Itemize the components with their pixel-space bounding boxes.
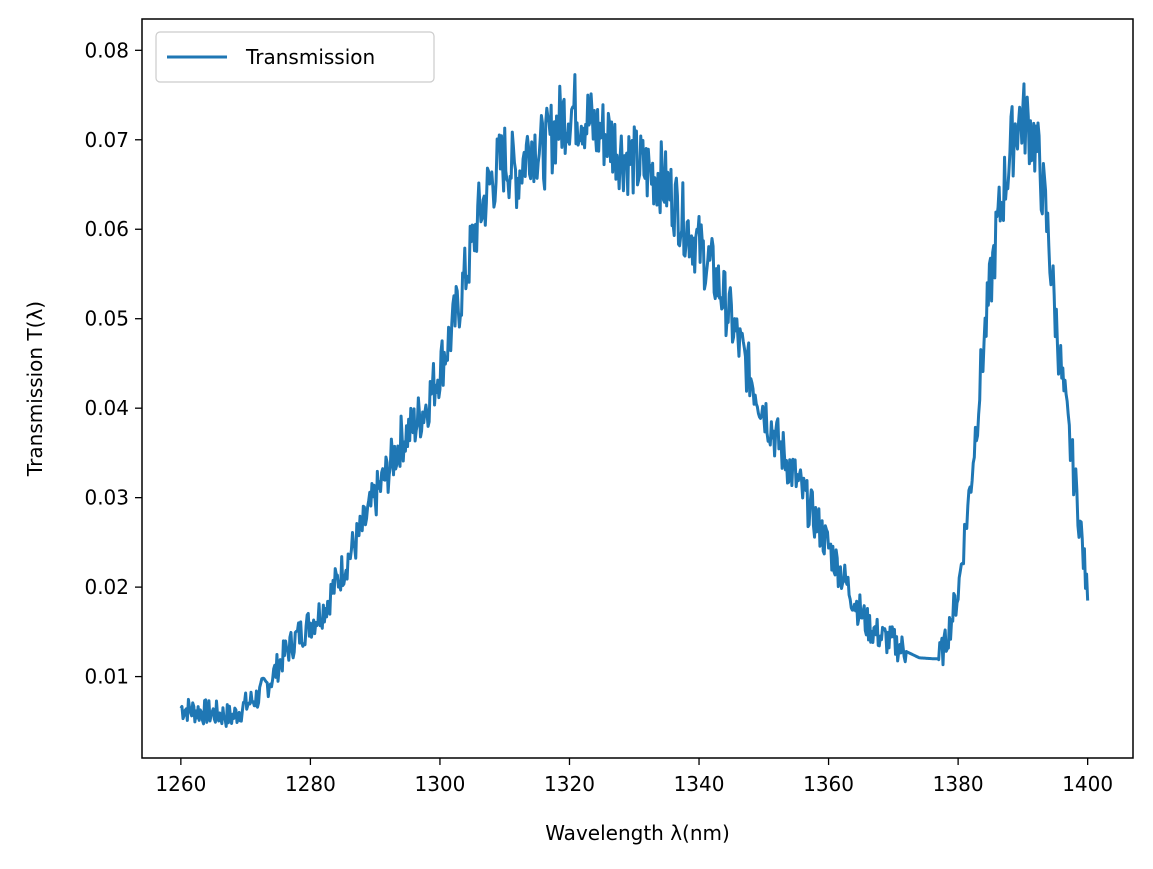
y-tick-label: 0.06 xyxy=(84,217,129,241)
legend: Transmission xyxy=(155,31,435,83)
x-tick-label: 1300 xyxy=(414,772,465,796)
x-tick-label: 1400 xyxy=(1062,772,1113,796)
series-line-transmission xyxy=(179,73,1090,728)
y-tick-label: 0.01 xyxy=(84,665,129,689)
legend-label: Transmission xyxy=(245,45,375,69)
x-tick-label: 1260 xyxy=(155,772,206,796)
y-tick-label: 0.07 xyxy=(84,128,129,152)
x-tick-label: 1360 xyxy=(803,772,854,796)
y-tick-label: 0.05 xyxy=(84,307,129,331)
y-tick-label: 0.02 xyxy=(84,575,129,599)
y-axis-label: Transmission T(λ) xyxy=(23,301,47,477)
y-tick-label: 0.03 xyxy=(84,486,129,510)
x-axis-label: Wavelength λ(nm) xyxy=(545,821,730,845)
x-tick-label: 1340 xyxy=(674,772,725,796)
plot-area xyxy=(179,73,1090,728)
x-tick-label: 1380 xyxy=(933,772,984,796)
x-tick-label: 1320 xyxy=(544,772,595,796)
x-tick-label: 1280 xyxy=(285,772,336,796)
y-tick-label: 0.04 xyxy=(84,396,129,420)
plot-frame xyxy=(141,18,1134,759)
legend-box xyxy=(155,31,435,83)
y-tick-label: 0.08 xyxy=(84,38,129,62)
axis-ticks: 1260 1280 1300 1320 1340 1360 1380 1400 0.01 0.02… xyxy=(84,38,1113,796)
